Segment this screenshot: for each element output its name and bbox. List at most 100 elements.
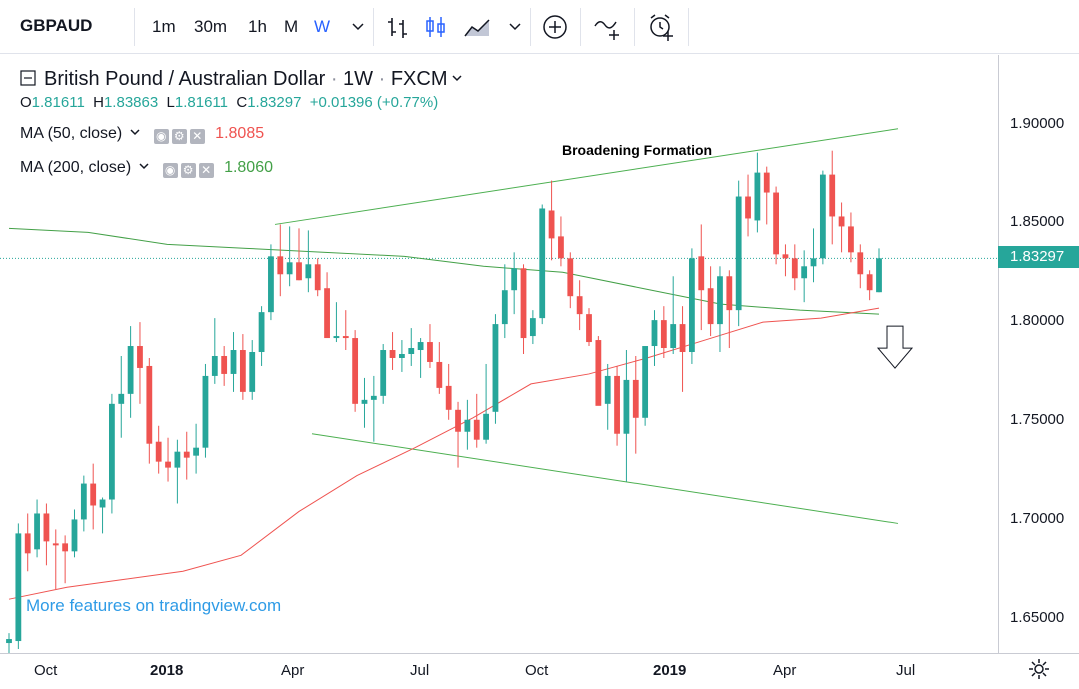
chevron-down-icon[interactable]: [138, 160, 150, 172]
candle-body: [427, 342, 433, 362]
collapse-legend-icon[interactable]: [20, 70, 36, 86]
candle-body: [296, 262, 302, 281]
candle-body: [876, 258, 882, 293]
area-chart-icon[interactable]: [462, 12, 492, 42]
candle-body: [52, 543, 59, 546]
legend-separator: ·: [378, 68, 386, 90]
time-axis[interactable]: [0, 653, 1079, 689]
candle-body: [819, 174, 826, 259]
alert-icon[interactable]: [646, 12, 676, 42]
toolbar-divider: [580, 8, 581, 46]
interval-1h[interactable]: 1h: [248, 17, 267, 36]
candle-body: [857, 252, 864, 275]
ma50-legend[interactable]: MA (50, close) ◉ ⚙ ✕ 1.8085: [20, 125, 264, 144]
candle-body: [389, 350, 396, 358]
ma200-line: [8, 227, 880, 315]
upper-trendline: [274, 128, 899, 225]
x-tick: Oct: [525, 662, 549, 679]
chevron-down-icon[interactable]: [450, 71, 464, 85]
candle-body: [436, 361, 443, 388]
candle-body: [202, 375, 209, 448]
candle-body: [679, 324, 686, 353]
interval-30m[interactable]: 30m: [194, 17, 228, 36]
candle-body: [539, 208, 546, 319]
chevron-down-icon[interactable]: [129, 126, 141, 138]
broadening-formation-label: Broadening Formation: [562, 142, 713, 158]
toolbar-divider: [373, 8, 374, 46]
candle-body: [6, 639, 12, 644]
chevron-down-icon[interactable]: [343, 12, 373, 42]
ohlc-close-label: C: [236, 94, 248, 111]
candle-body: [670, 324, 677, 349]
ma200-legend[interactable]: MA (200, close) ◉ ⚙ ✕ 1.8060: [20, 159, 273, 178]
price-chart[interactable]: [0, 55, 998, 653]
toolbar-divider: [634, 8, 635, 46]
candle-body: [80, 483, 87, 520]
candle-body: [848, 226, 854, 253]
candle-body: [118, 393, 125, 404]
eye-icon[interactable]: ◉: [153, 129, 169, 144]
add-indicator-icon[interactable]: [540, 12, 570, 42]
legend-exchange: FXCM: [390, 68, 448, 90]
candle-body: [838, 216, 845, 227]
last-price-label: 1.83297: [998, 246, 1079, 268]
candle-body: [324, 288, 330, 339]
symbol-search[interactable]: GBPAUD: [20, 16, 93, 35]
eye-icon[interactable]: ◉: [162, 163, 178, 178]
candle-body: [408, 348, 415, 354]
candle-body: [127, 346, 134, 394]
settings-icon[interactable]: ⚙: [180, 163, 196, 178]
candle-body: [632, 379, 639, 418]
interval-1m[interactable]: 1m: [152, 17, 176, 36]
toolbar-divider: [530, 8, 531, 46]
top-toolbar: GBPAUD 1m 30m 1h M W: [0, 0, 1079, 54]
chart-pane[interactable]: [0, 55, 998, 653]
bar-chart-icon[interactable]: [383, 12, 413, 42]
compare-icon[interactable]: [592, 12, 622, 42]
legend-interval: 1W: [343, 68, 374, 90]
candle-body: [689, 258, 695, 353]
close-icon[interactable]: ✕: [189, 129, 205, 144]
candle-body: [305, 264, 312, 279]
settings-gear-icon[interactable]: [1028, 658, 1050, 680]
candle-body: [773, 192, 779, 255]
ohlc-high-label: H: [93, 94, 104, 111]
watermark-link[interactable]: More features on tradingview.com: [26, 596, 282, 615]
candle-body: [455, 409, 461, 432]
candle-style-icon[interactable]: [421, 12, 451, 42]
candle-body: [520, 268, 527, 339]
price-axis[interactable]: [998, 55, 1079, 653]
chevron-down-icon[interactable]: [500, 12, 530, 42]
candle-body: [829, 174, 836, 217]
candle-body: [258, 312, 265, 353]
ma50-value: 1.8085: [215, 125, 265, 142]
candle-body: [286, 262, 293, 275]
ohlc-change: +0.01396 (+0.77%): [309, 94, 439, 111]
toolbar-divider: [688, 8, 689, 46]
candle-body: [801, 266, 808, 279]
ohlc-low-label: L: [166, 94, 175, 111]
candle-body: [230, 350, 237, 374]
candle-body: [146, 365, 153, 444]
candle-body: [221, 355, 228, 374]
settings-icon[interactable]: ⚙: [171, 129, 187, 144]
candle-body: [782, 254, 789, 259]
candle-body: [34, 513, 40, 550]
candle-body: [745, 196, 751, 219]
candle-body: [623, 379, 630, 434]
candle-body: [193, 447, 199, 456]
ma200-value: 1.8060: [224, 159, 273, 176]
interval-month[interactable]: M: [284, 17, 299, 36]
lower-trendline: [311, 433, 899, 524]
candle-body: [651, 320, 658, 347]
y-tick: 1.85000: [1010, 213, 1065, 230]
candle-body: [483, 413, 489, 440]
candle-body: [183, 451, 190, 458]
candle-body: [333, 336, 340, 339]
y-tick: 1.70000: [1010, 510, 1065, 527]
close-icon[interactable]: ✕: [198, 163, 214, 178]
candle-body: [735, 196, 742, 311]
ohlc-open-label: O: [20, 94, 32, 111]
candle-body: [866, 274, 873, 291]
interval-week[interactable]: W: [314, 17, 331, 36]
